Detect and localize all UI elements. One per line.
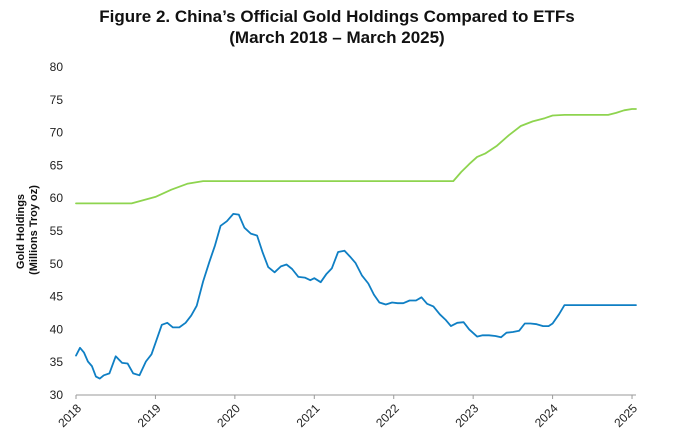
y-tick-label: 50: [50, 257, 64, 271]
y-tick-label: 55: [50, 224, 64, 238]
series-lines: [75, 108, 637, 380]
x-tick-labels: 2018 2019 2020 2021 2022 2023 2024 2025: [55, 395, 640, 430]
x-tick-label: 2023: [453, 401, 482, 430]
y-tick-label: 40: [50, 322, 64, 336]
chart-title-block: Figure 2. China’s Official Gold Holdings…: [0, 6, 674, 48]
y-axis-label: Gold Holdings (Millions Troy oz): [15, 185, 40, 275]
x-tick-label: 2020: [214, 401, 243, 430]
y-axis-label-line1: Gold Holdings: [15, 194, 27, 269]
y-tick-label: 60: [50, 191, 64, 205]
y-tick-label: 45: [50, 290, 64, 304]
y-axis-label-line2: (Millions Troy oz): [28, 185, 40, 275]
series-line-2: [75, 212, 637, 380]
x-tick-label: 2021: [294, 401, 323, 430]
y-tick-labels: 30 35 40 45 50 55 60 65 70 75 80: [50, 60, 64, 402]
y-tick-label: 75: [50, 93, 64, 107]
x-tick-label: 2024: [532, 401, 561, 430]
y-tick-label: 65: [50, 158, 64, 172]
y-tick-label: 30: [50, 388, 64, 402]
y-tick-label: 80: [50, 60, 64, 74]
x-tick-label: 2019: [135, 401, 164, 430]
series-line-1: [75, 108, 637, 205]
x-tick-label: 2025: [611, 401, 640, 430]
x-tick-label: 2018: [55, 401, 84, 430]
chart-subtitle: (March 2018 – March 2025): [229, 28, 445, 47]
y-tick-label: 35: [50, 355, 64, 369]
y-tick-label: 70: [50, 126, 64, 140]
chart-title: Figure 2. China’s Official Gold Holdings…: [99, 7, 575, 26]
x-tick-label: 2022: [373, 401, 402, 430]
